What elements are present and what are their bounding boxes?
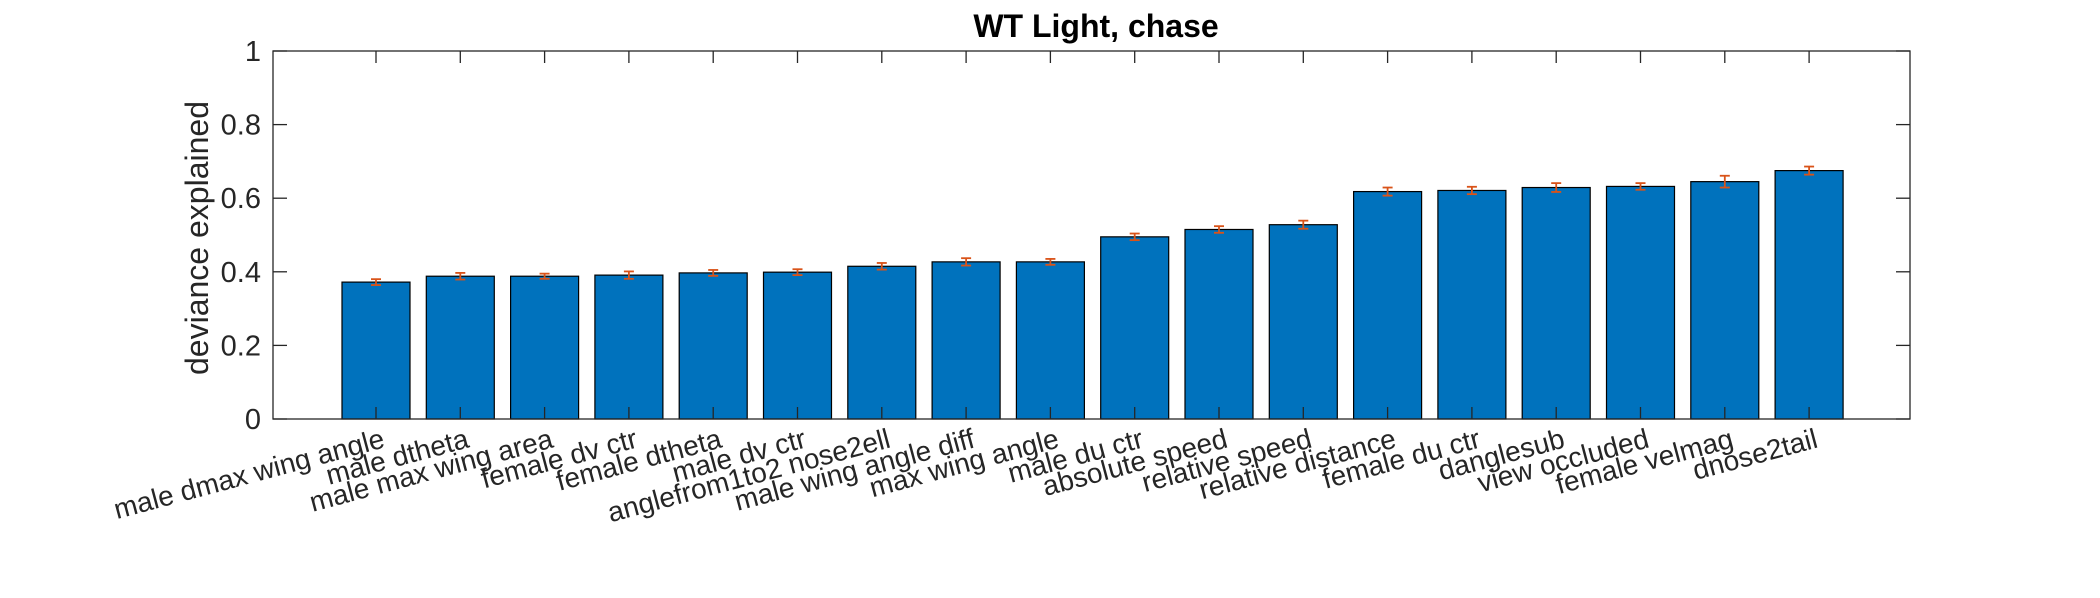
bar — [425, 275, 495, 420]
error-bar — [623, 270, 634, 280]
error-bar — [708, 269, 719, 277]
bar — [594, 274, 664, 420]
y-axis-label: deviance explained — [179, 101, 215, 375]
error-bar — [1129, 232, 1140, 242]
chart-title: WT Light, chase — [973, 8, 1218, 44]
bar — [510, 275, 580, 420]
y-ticks-layer: 0 0.2 0.4 0.6 0.8 1 — [221, 36, 1910, 436]
error-bar — [1635, 182, 1646, 191]
y-tick-label: 0.4 — [221, 257, 261, 289]
bar — [1521, 186, 1591, 420]
y-tick-label: 0.2 — [221, 330, 261, 362]
y-tick-label: 0 — [245, 404, 261, 436]
bar — [1015, 261, 1086, 420]
bar — [1437, 189, 1507, 420]
error-bar — [961, 257, 972, 267]
y-tick-label: 0.8 — [221, 110, 261, 142]
error-bar — [1298, 219, 1309, 230]
error-bar — [1551, 182, 1562, 193]
y-tick-label: 0.6 — [221, 183, 261, 215]
error-bar — [1045, 258, 1056, 266]
bar — [931, 261, 1001, 420]
error-bar — [1214, 225, 1224, 234]
error-bar — [539, 272, 550, 280]
bar — [341, 281, 411, 420]
plot-area-frame — [272, 50, 1911, 420]
bar — [1184, 228, 1254, 420]
error-bar — [792, 268, 803, 277]
error-bar — [1382, 186, 1393, 197]
error-bars-layer — [371, 165, 1815, 286]
error-bar — [1804, 165, 1815, 176]
error-bar — [1466, 185, 1477, 196]
bar — [1690, 181, 1760, 420]
bar — [1774, 170, 1844, 420]
bar — [1268, 224, 1338, 420]
bar — [1352, 190, 1423, 420]
axes-layer — [272, 50, 1911, 420]
bar — [762, 271, 833, 420]
bar — [847, 265, 917, 420]
error-bar — [455, 272, 466, 281]
bar — [1605, 185, 1676, 420]
error-bar — [371, 278, 381, 286]
bar — [678, 272, 748, 420]
bars-layer — [341, 170, 1844, 420]
bar — [1100, 236, 1170, 420]
error-bar — [876, 262, 887, 271]
error-bar — [1719, 174, 1730, 189]
y-tick-label: 1 — [245, 36, 261, 68]
